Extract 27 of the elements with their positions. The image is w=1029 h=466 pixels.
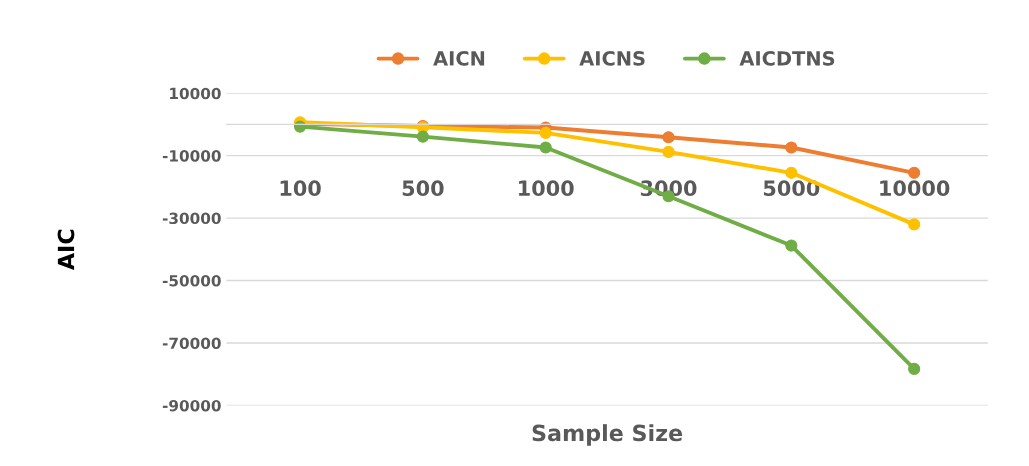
point xyxy=(785,141,798,154)
legend-label: AICN xyxy=(433,50,485,66)
y-tick-label: 10000 xyxy=(170,87,221,100)
point xyxy=(662,131,675,144)
point xyxy=(539,141,552,154)
x-tick-label: 100 xyxy=(280,180,321,197)
y-tick-label: -90000 xyxy=(162,399,221,412)
legend-label: AICNS xyxy=(579,50,645,66)
x-tick-label: 1000 xyxy=(519,180,574,197)
legend-label: AICDTNS xyxy=(739,50,835,66)
point xyxy=(662,145,675,158)
x-tick-label: 5000 xyxy=(763,180,820,197)
point xyxy=(908,218,921,231)
point xyxy=(416,130,429,143)
point xyxy=(785,239,798,252)
point xyxy=(908,166,921,179)
y-tick-label: -70000 xyxy=(162,337,221,349)
x-tick-label: 500 xyxy=(402,180,444,197)
y-tick-label: -50000 xyxy=(162,275,221,287)
point xyxy=(908,362,921,375)
y-tick-label: -10000 xyxy=(162,150,221,162)
y-axis-title: AIC xyxy=(57,229,75,271)
x-axis-title: Sample Size xyxy=(532,424,683,446)
x-tick-label: 10000 xyxy=(880,180,950,197)
point xyxy=(539,126,552,139)
y-tick-label: -30000 xyxy=(162,212,221,225)
point xyxy=(785,166,798,179)
